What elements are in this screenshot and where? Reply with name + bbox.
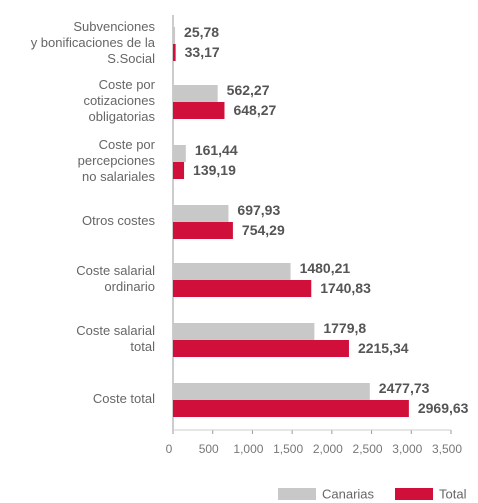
value-label: 1740,83 [320,280,371,296]
value-label: 2969,63 [418,400,469,416]
bar [173,85,218,102]
value-label: 697,93 [237,202,280,218]
value-label: 2477,73 [379,380,430,396]
bar [173,222,233,239]
bar [173,340,349,357]
bar [173,205,229,222]
value-label: 2215,34 [358,340,409,356]
x-tick-label: 1,000 [233,442,263,456]
category-label: Coste salarial total [76,323,155,354]
value-label: 139,19 [193,162,236,178]
category-label: Coste total [93,391,155,406]
bar [173,162,185,179]
value-label: 754,29 [242,222,285,238]
x-tick-label: 2,500 [353,442,383,456]
bar [173,383,370,400]
bar [173,323,315,340]
category-label: Otros costes [82,213,155,228]
value-label: 33,17 [185,44,220,60]
x-tick-label: 1,500 [273,442,303,456]
bar [173,27,176,44]
x-tick-label: 3,000 [392,442,422,456]
category-label: Coste salarial ordinario [76,263,155,294]
value-label: 1779,8 [323,320,366,336]
category-label: Subvenciones y bonificaciones de la S.Soci… [31,19,156,66]
x-tick-label: 2,000 [313,442,343,456]
x-tick-label: 0 [166,442,173,456]
bar [173,263,291,280]
bar [173,145,186,162]
value-label: 161,44 [195,142,238,158]
value-label: 25,78 [184,24,219,40]
legend-swatch [395,488,433,500]
bar [173,102,225,119]
category-label: Coste por cotizaciones obligatorias [83,77,155,124]
legend-label: Canarias [322,486,375,501]
bar [173,400,409,417]
x-tick-label: 3,500 [432,442,462,456]
value-label: 648,27 [233,102,276,118]
value-label: 562,27 [227,82,270,98]
legend-swatch [278,488,316,500]
category-label: Coste por percepciones no salariales [78,137,156,184]
bar [173,280,312,297]
x-tick-label: 500 [199,442,219,456]
bar [173,44,176,61]
legend-label: Total [439,486,467,501]
value-label: 1480,21 [300,260,351,276]
